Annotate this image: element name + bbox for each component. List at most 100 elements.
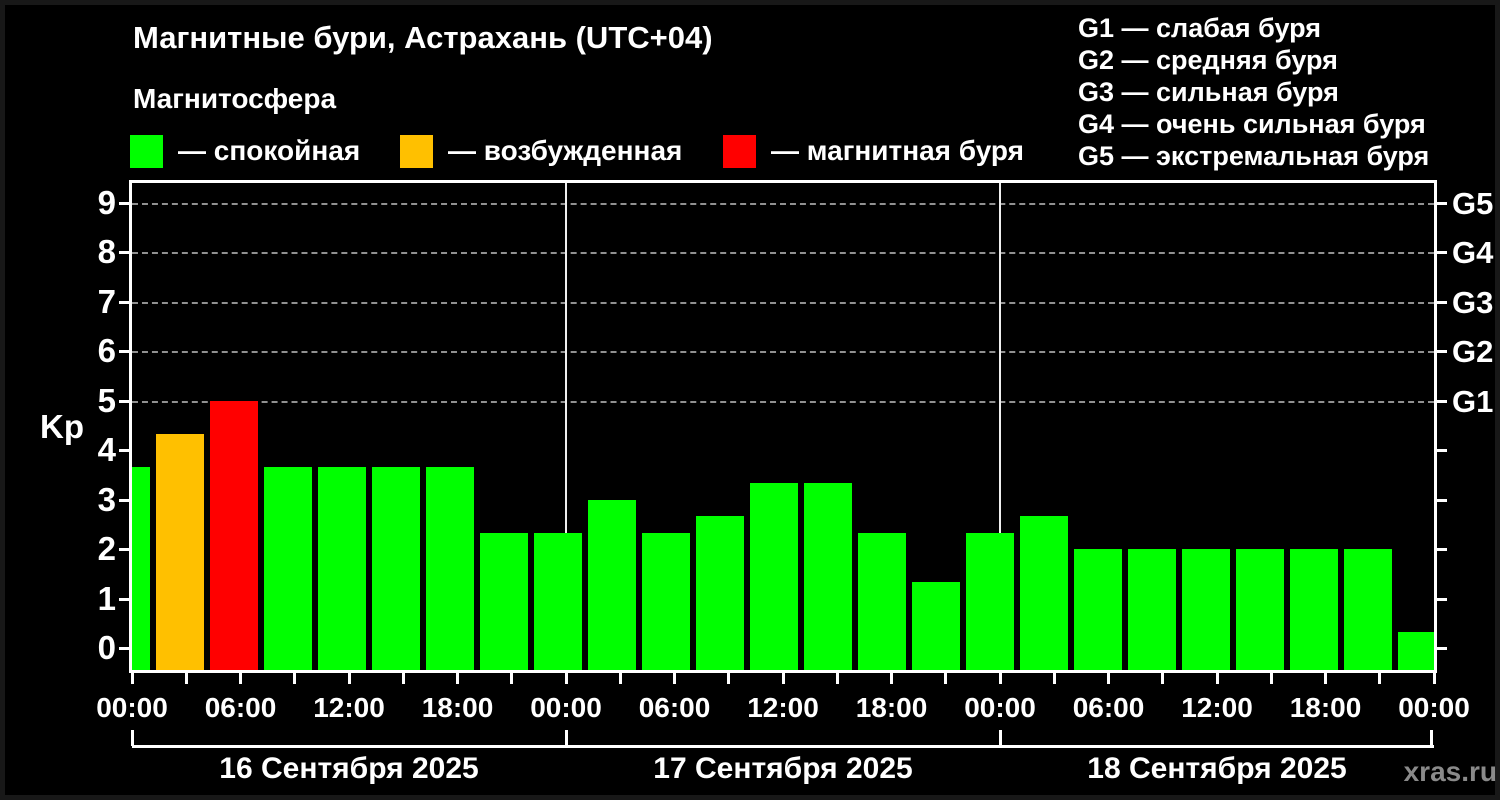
kp-bar [1182, 549, 1230, 670]
kp-bar [1344, 549, 1392, 670]
x-axis-tick [944, 671, 948, 684]
kp-bar [534, 532, 582, 670]
y-axis-tick [119, 300, 131, 304]
legend-item-storm: — магнитная буря [723, 134, 1024, 168]
date-axis-tick [130, 730, 134, 746]
kp-bar [156, 433, 204, 670]
x-axis-tick [835, 671, 839, 684]
x-tick-time-label: 12:00 [313, 692, 385, 723]
kp-bar [1020, 515, 1068, 670]
kp-bar [426, 466, 474, 670]
page-title: Магнитные бури, Астрахань (UTC+04) [133, 20, 713, 55]
g-legend-line-g3: G3 — сильная буря [1078, 77, 1339, 107]
day-separator-line [999, 183, 1001, 670]
date-axis-tick [564, 730, 568, 746]
y-axis-tick [119, 350, 131, 354]
kp-bar [372, 466, 420, 670]
legend-label-excited: — возбужденная [448, 135, 683, 166]
right-axis-tick [1435, 251, 1447, 255]
x-tick-time-label: 12:00 [747, 692, 819, 723]
date-label: 16 Сентября 2025 [219, 752, 479, 785]
kp-bar [588, 499, 636, 670]
x-axis-tick [347, 671, 351, 684]
legend-label-quiet: — спокойная [178, 135, 361, 166]
plot-area [129, 180, 1437, 673]
date-axis-tick [998, 730, 1002, 746]
y-tick-label: 1 [97, 579, 116, 617]
kp-bar [804, 483, 852, 670]
kp-gridline [132, 301, 1434, 304]
g-legend-line-g5: G5 — экстремальная буря [1078, 141, 1430, 171]
kp-bar [480, 532, 528, 670]
legend-label-storm: — магнитная буря [771, 135, 1024, 166]
x-axis-tick [1161, 671, 1165, 684]
kp-bar [696, 515, 744, 670]
x-axis-tick [1378, 671, 1382, 684]
g-legend-line-g1: G1 — слабая буря [1078, 13, 1322, 43]
kp-gridline [132, 203, 1434, 206]
x-tick-time-label: 06:00 [1072, 692, 1145, 723]
x-axis-tick [1215, 671, 1219, 684]
date-label: 17 Сентября 2025 [653, 752, 913, 785]
kp-bar [1128, 549, 1176, 670]
g-legend-line-g2: G2 — средняя буря [1078, 45, 1338, 75]
date-axis-line [132, 745, 1434, 748]
chart-subtitle: Магнитосфера [133, 83, 337, 114]
x-axis-tick [510, 671, 514, 684]
right-axis-tick [1435, 597, 1447, 601]
right-axis-tick [1435, 548, 1447, 552]
x-axis-tick [727, 671, 731, 684]
right-axis-g-label: G1 [1452, 383, 1494, 419]
x-tick-time-label: 18:00 [855, 692, 928, 723]
right-axis-tick [1435, 449, 1447, 453]
date-axis-tick [1429, 730, 1433, 746]
x-tick-time-label: 00:00 [96, 692, 168, 723]
x-tick-time-label: 12:00 [1181, 692, 1253, 723]
date-label: 18 Сентября 2025 [1087, 752, 1347, 785]
right-axis-g-label: G4 [1452, 235, 1494, 271]
right-axis-tick [1435, 399, 1447, 403]
x-tick-time-label: 00:00 [530, 692, 602, 723]
right-axis-g-label: G3 [1452, 284, 1494, 320]
x-axis-tick [998, 671, 1002, 684]
x-axis-tick [130, 671, 134, 684]
kp-bar [1398, 631, 1434, 670]
x-axis-tick [890, 671, 893, 684]
kp-bar [1074, 549, 1122, 670]
y-axis-tick [119, 548, 131, 552]
x-axis-tick [1269, 671, 1273, 684]
right-axis-g-label: G5 [1452, 186, 1494, 222]
right-axis-tick [1435, 300, 1447, 304]
x-tick-time-label: 00:00 [1398, 692, 1470, 723]
y-axis-tick [119, 597, 131, 601]
y-axis-tick [119, 399, 131, 403]
kp-bar [132, 466, 150, 670]
y-axis-tick [119, 251, 131, 255]
kp-bar [210, 400, 258, 670]
kp-bar [1236, 549, 1284, 670]
right-axis-tick [1435, 202, 1447, 206]
x-axis-tick [401, 671, 405, 684]
watermark: xras.ru [1403, 756, 1497, 787]
kp-bar [318, 466, 366, 670]
y-tick-label: 9 [97, 184, 116, 222]
kp-bar [858, 532, 906, 670]
x-axis-tick [1052, 671, 1056, 684]
y-tick-label: 3 [97, 480, 116, 518]
y-tick-label: 7 [97, 282, 116, 320]
y-axis-tick [119, 498, 131, 502]
kp-bar [966, 532, 1014, 670]
y-tick-label: 5 [97, 381, 116, 419]
kp-gridline [132, 351, 1434, 354]
x-axis-tick [293, 671, 297, 684]
kp-bar [912, 582, 960, 670]
x-axis-tick [456, 671, 459, 684]
kp-bar [264, 466, 312, 670]
x-axis-tick [781, 671, 785, 684]
kp-bar [642, 532, 690, 670]
y-tick-label: 0 [97, 629, 116, 666]
y-tick-label: 6 [97, 332, 116, 370]
x-axis-tick [564, 671, 568, 684]
x-tick-time-label: 18:00 [421, 692, 494, 723]
